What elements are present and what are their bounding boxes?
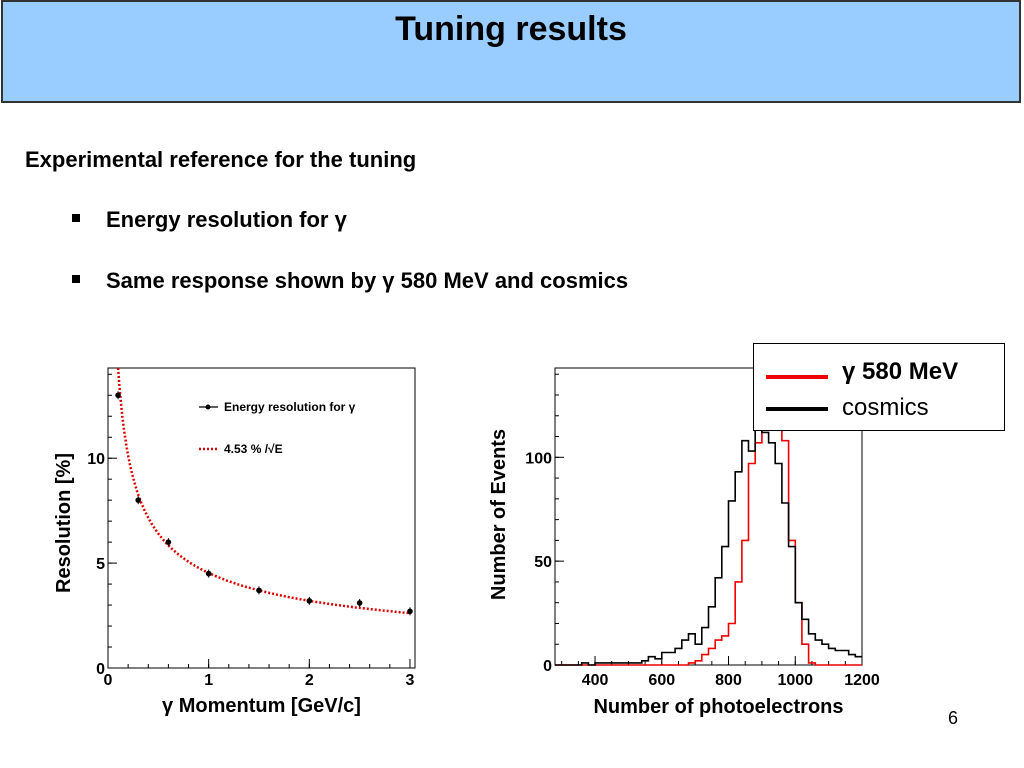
data-point [135,497,141,503]
legend-line-cosmics [766,407,828,411]
y-tick-label: 0 [96,661,105,678]
x-tick-label: 0 [104,672,113,689]
x-tick-label: 600 [648,672,675,689]
bullet-square-icon [72,214,80,223]
page-number: 6 [948,708,959,728]
slide-heading: Experimental reference for the tuning [25,147,417,172]
y-tick-label: 0 [543,658,552,675]
x-tick-label: 400 [582,672,609,689]
bullet-square-icon [72,275,80,284]
legend-label-gamma: γ 580 MeV [842,358,959,385]
y-axis-label: Resolution [%] [53,453,75,593]
data-point [165,539,172,545]
y-tick-label: 10 [87,451,105,468]
title-bar: Tuning results [1,0,1021,103]
slide-title: Tuning results [395,10,627,48]
data-point [256,587,262,594]
data-point [407,608,413,615]
legend-line-gamma [766,375,828,379]
legend-marker-point [205,404,211,410]
data-point [306,598,313,604]
legend-label-cosmics: cosmics [842,394,929,421]
bullet-item: Same response shown by γ 580 MeV and cos… [72,268,628,294]
data-point [356,600,363,606]
x-tick-label: 3 [406,672,415,689]
y-tick-label: 5 [96,556,105,573]
data-point [115,392,121,399]
bullet-text: Energy resolution for γ [106,207,347,232]
histogram-legend: γ 580 MeV cosmics [753,343,1005,431]
legend-label-points: Energy resolution for γ [224,400,356,414]
bullet-item: Energy resolution for γ [72,207,347,233]
y-tick-label: 50 [534,554,552,571]
data-point [205,570,212,577]
x-tick-label: 1200 [844,672,880,689]
legend-label-fit: 4.53 % /√E [224,442,283,456]
bullet-text: Same response shown by γ 580 MeV and cos… [106,268,629,293]
x-axis-label: Number of photoelectrons [593,696,843,718]
x-tick-label: 2 [305,672,314,689]
histogram-gamma [555,379,862,666]
x-tick-label: 1000 [777,672,813,689]
x-axis-label: γ Momentum [GeV/c] [162,695,361,717]
histogram-cosmics [555,385,862,666]
x-tick-label: 800 [715,672,742,689]
y-tick-label: 100 [525,450,552,467]
plot-frame [107,367,416,669]
y-axis-label: Number of Events [488,429,510,600]
x-tick-label: 1 [204,672,213,689]
